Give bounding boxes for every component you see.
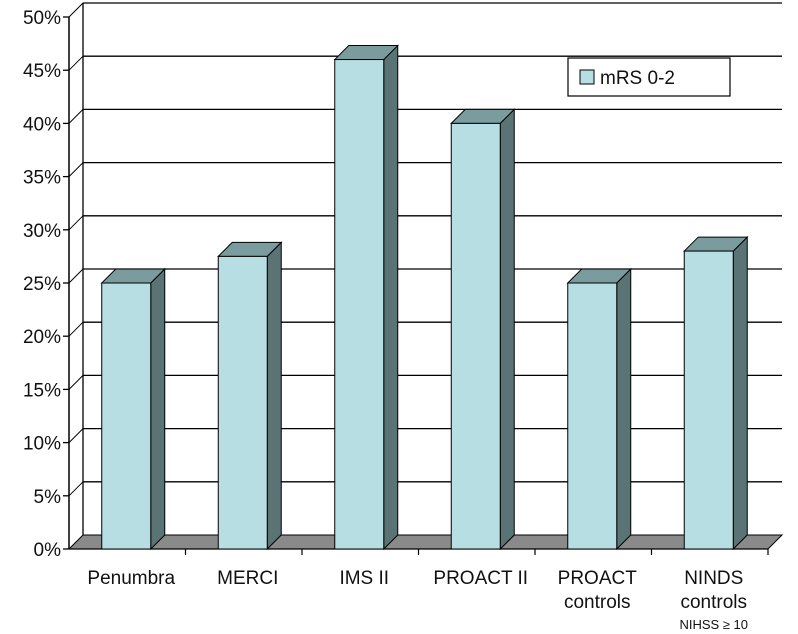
bar-front xyxy=(567,282,618,550)
x-tick-label: PROACT II xyxy=(433,568,528,589)
x-tick-label-line: PROACT xyxy=(558,568,638,589)
wall-diagonal xyxy=(68,268,84,284)
bar-side xyxy=(266,241,282,551)
bar xyxy=(100,267,166,551)
x-tick-label: MERCI xyxy=(217,568,278,589)
wall-diagonal xyxy=(68,215,84,231)
y-tick-label: 20% xyxy=(23,327,61,348)
bar-side xyxy=(499,108,515,551)
x-tick-label-line: NIHSS ≥ 10 xyxy=(679,617,748,632)
x-tick-label-line: MERCI xyxy=(217,568,278,589)
floor-plane xyxy=(67,534,784,550)
x-tick-labels: Penumbra MERCI IMS II PROACT II PROACT contro… xyxy=(87,568,748,632)
bar-side xyxy=(616,267,632,551)
legend-box xyxy=(567,57,731,97)
x-tick-label-line: Penumbra xyxy=(87,568,175,589)
bar-front xyxy=(334,59,385,550)
wall-diagonal xyxy=(68,481,84,497)
bar xyxy=(333,44,399,551)
x-tick-label-line: NINDS xyxy=(684,568,743,589)
y-tick-label: 0% xyxy=(34,540,62,561)
legend: mRS 0-2 xyxy=(567,57,731,97)
bar-side xyxy=(732,235,748,551)
y-tick-label: 35% xyxy=(23,168,61,189)
x-tick-label-line: controls xyxy=(564,592,631,613)
x-tick-label: Penumbra xyxy=(87,568,175,589)
wall-diagonal xyxy=(68,109,84,124)
bar-side xyxy=(150,267,166,551)
y-tick-label: 25% xyxy=(23,274,61,295)
y-tick-label: 45% xyxy=(23,61,61,82)
bar-front xyxy=(101,282,152,550)
y-tick-label: 50% xyxy=(23,8,61,29)
chart-floor xyxy=(67,534,784,550)
y-axis xyxy=(63,3,769,555)
wall-diagonal xyxy=(68,375,84,390)
bar-front xyxy=(450,122,501,550)
x-tick-label-line: PROACT II xyxy=(433,568,528,589)
bar xyxy=(683,235,749,551)
x-tick-label: NINDS controls NIHSS ≥ 10 xyxy=(679,568,748,632)
bars xyxy=(100,44,749,551)
bar-front xyxy=(683,250,734,550)
bar xyxy=(566,267,632,551)
x-tick-label-line: controls xyxy=(680,592,747,613)
gridlines xyxy=(68,2,782,497)
bar-side xyxy=(383,44,399,551)
y-tick-label: 30% xyxy=(23,221,61,242)
wall-diagonal xyxy=(68,2,84,18)
y-tick-label: 40% xyxy=(23,114,61,135)
x-tick-label-line: IMS II xyxy=(339,568,389,589)
legend-swatch xyxy=(579,69,595,85)
x-tick-label: PROACT controls xyxy=(558,568,638,613)
bar xyxy=(450,108,516,551)
wall-diagonal xyxy=(68,321,84,337)
bar-front xyxy=(217,255,268,550)
x-tick-label: IMS II xyxy=(339,568,389,589)
legend-label: mRS 0-2 xyxy=(600,68,675,89)
wall-diagonal xyxy=(68,55,84,71)
y-tick-label: 5% xyxy=(34,487,62,508)
y-tick-label: 15% xyxy=(23,380,61,401)
y-tick-labels: 0% 5% 10% 15% 20% 25% 30% 35% 40% 45% 50% xyxy=(23,8,61,561)
y-tick-label: 10% xyxy=(23,434,61,455)
wall-diagonal xyxy=(68,162,84,177)
wall-diagonal xyxy=(68,428,84,443)
bar xyxy=(217,241,283,551)
